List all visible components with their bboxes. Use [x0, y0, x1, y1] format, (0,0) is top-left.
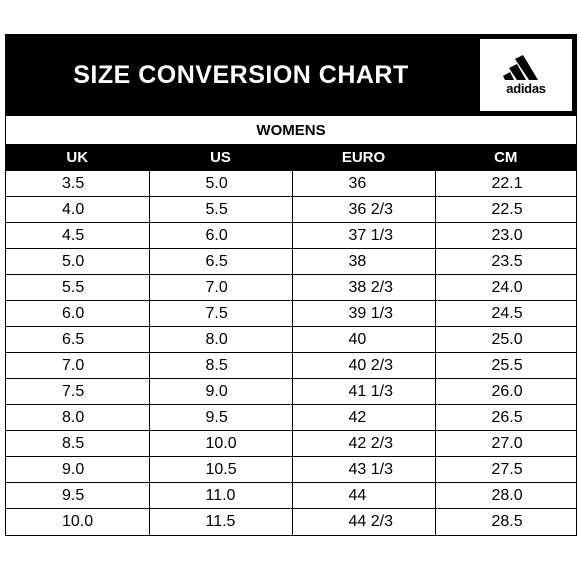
- cell-uk: 7.5: [6, 378, 149, 405]
- table-row: 5.0 6.5 38 23.5: [6, 248, 576, 275]
- table-row: 8.0 9.5 42 26.5: [6, 404, 576, 431]
- cell-cm: 24.0: [434, 274, 576, 301]
- cell-us: 7.5: [148, 300, 292, 327]
- cell-us: 8.5: [148, 352, 292, 379]
- table-row: 9.5 11.0 44 28.0: [6, 482, 576, 509]
- cell-uk: 5.0: [6, 248, 149, 275]
- cell-us: 6.5: [148, 248, 292, 275]
- table-row: 7.0 8.5 40 2/3 25.5: [6, 352, 576, 379]
- cell-us: 11.5: [148, 508, 292, 535]
- cell-us: 8.0: [148, 326, 292, 353]
- cell-uk: 6.0: [6, 300, 149, 327]
- cell-euro: 42: [291, 404, 435, 431]
- table-body: 3.5 5.0 36 22.1 4.0 5.5 36 2/3 22.5 4.5 6.0 37 1/3…: [6, 170, 576, 535]
- table-row: 7.5 9.0 41 1/3 26.0: [6, 378, 576, 405]
- adidas-three-stripes-icon: [503, 55, 538, 80]
- cell-cm: 23.5: [434, 248, 576, 275]
- column-header-euro: EURO: [291, 144, 435, 171]
- cell-uk: 5.5: [6, 274, 149, 301]
- table-row: 9.0 10.5 43 1/3 27.5: [6, 456, 576, 483]
- cell-euro: 41 1/3: [291, 378, 435, 405]
- cell-euro: 44: [291, 482, 435, 509]
- cell-us: 6.0: [148, 222, 292, 249]
- size-conversion-chart: SIZE CONVERSION CHART adidas WOMENS UK U…: [5, 34, 577, 536]
- cell-uk: 9.5: [6, 482, 149, 509]
- cell-uk: 3.5: [6, 170, 149, 197]
- cell-cm: 27.5: [434, 456, 576, 483]
- cell-euro: 36: [291, 170, 435, 197]
- cell-euro: 36 2/3: [291, 196, 435, 223]
- cell-uk: 4.0: [6, 196, 149, 223]
- table-row: 4.5 6.0 37 1/3 23.0: [6, 222, 576, 249]
- table-row: 4.0 5.5 36 2/3 22.5: [6, 196, 576, 223]
- cell-euro: 37 1/3: [291, 222, 435, 249]
- title-banner: SIZE CONVERSION CHART adidas: [6, 35, 576, 115]
- cell-cm: 23.0: [434, 222, 576, 249]
- cell-us: 5.0: [148, 170, 292, 197]
- cell-uk: 9.0: [6, 456, 149, 483]
- chart-title: SIZE CONVERSION CHART: [73, 60, 409, 89]
- column-header-cm: CM: [434, 144, 576, 171]
- cell-uk: 8.5: [6, 430, 149, 457]
- cell-cm: 27.0: [434, 430, 576, 457]
- cell-uk: 10.0: [6, 508, 149, 535]
- cell-cm: 25.5: [434, 352, 576, 379]
- cell-cm: 22.1: [434, 170, 576, 197]
- cell-euro: 43 1/3: [291, 456, 435, 483]
- cell-cm: 22.5: [434, 196, 576, 223]
- cell-cm: 26.5: [434, 404, 576, 431]
- table-row: 3.5 5.0 36 22.1: [6, 170, 576, 197]
- cell-us: 11.0: [148, 482, 292, 509]
- cell-cm: 24.5: [434, 300, 576, 327]
- cell-us: 9.5: [148, 404, 292, 431]
- section-title: WOMENS: [6, 115, 576, 144]
- cell-euro: 40: [291, 326, 435, 353]
- table-row: 5.5 7.0 38 2/3 24.0: [6, 274, 576, 301]
- cell-uk: 7.0: [6, 352, 149, 379]
- cell-euro: 42 2/3: [291, 430, 435, 457]
- column-header-us: US: [148, 144, 292, 171]
- cell-cm: 25.0: [434, 326, 576, 353]
- logo-wordmark: adidas: [506, 81, 546, 96]
- table-row: 10.0 11.5 44 2/3 28.5: [6, 508, 576, 535]
- cell-cm: 28.5: [434, 508, 576, 535]
- table-row: 8.5 10.0 42 2/3 27.0: [6, 430, 576, 457]
- table-header-row: UK US EURO CM: [6, 144, 576, 171]
- cell-euro: 38: [291, 248, 435, 275]
- brand-logo: adidas: [480, 39, 572, 111]
- cell-cm: 26.0: [434, 378, 576, 405]
- cell-cm: 28.0: [434, 482, 576, 509]
- cell-uk: 4.5: [6, 222, 149, 249]
- cell-us: 9.0: [148, 378, 292, 405]
- cell-us: 5.5: [148, 196, 292, 223]
- size-table: UK US EURO CM 3.5 5.0 36 22.1 4.0 5.5 36 2/3 22…: [6, 144, 576, 535]
- cell-us: 10.0: [148, 430, 292, 457]
- cell-euro: 38 2/3: [291, 274, 435, 301]
- cell-us: 10.5: [148, 456, 292, 483]
- cell-euro: 40 2/3: [291, 352, 435, 379]
- cell-uk: 8.0: [6, 404, 149, 431]
- table-row: 6.5 8.0 40 25.0: [6, 326, 576, 353]
- column-header-uk: UK: [6, 144, 149, 171]
- cell-euro: 44 2/3: [291, 508, 435, 535]
- table-row: 6.0 7.5 39 1/3 24.5: [6, 300, 576, 327]
- cell-us: 7.0: [148, 274, 292, 301]
- cell-uk: 6.5: [6, 326, 149, 353]
- cell-euro: 39 1/3: [291, 300, 435, 327]
